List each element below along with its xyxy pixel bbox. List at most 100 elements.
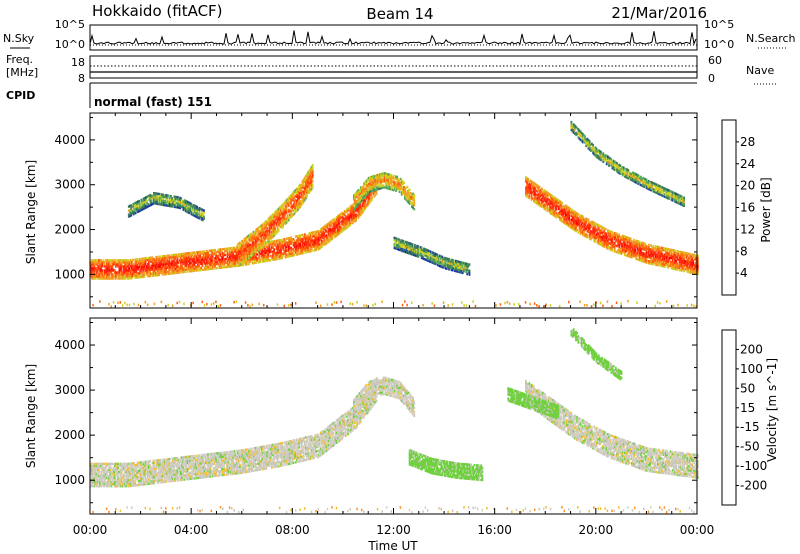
echo-cell bbox=[261, 245, 264, 249]
echo-cell bbox=[572, 222, 575, 225]
echo-cell bbox=[302, 190, 305, 193]
echo-cell bbox=[225, 247, 228, 250]
echo-cell bbox=[600, 237, 602, 240]
echo-cell bbox=[653, 251, 656, 254]
echo-cell bbox=[181, 252, 183, 256]
echo-cell bbox=[363, 200, 365, 204]
echo-cell bbox=[433, 260, 436, 263]
echo-cell bbox=[129, 208, 131, 212]
echo-cell bbox=[182, 268, 184, 272]
echo-cell bbox=[347, 207, 349, 210]
echo-cell bbox=[300, 204, 303, 207]
echo-cell bbox=[228, 263, 231, 266]
echo-cell bbox=[417, 251, 420, 254]
echo-cell bbox=[280, 257, 282, 260]
echo-cell bbox=[137, 272, 140, 275]
echo-cell bbox=[404, 246, 407, 250]
echo-cell bbox=[337, 219, 339, 222]
echo-cell bbox=[351, 211, 354, 215]
echo-cell bbox=[295, 205, 298, 209]
echo-cell bbox=[243, 260, 246, 263]
echo-cell bbox=[367, 198, 370, 202]
echo-cell bbox=[274, 221, 276, 224]
echo-cell bbox=[621, 236, 624, 240]
echo-cell bbox=[265, 220, 267, 223]
echo-cell bbox=[341, 219, 344, 223]
echo-cell bbox=[325, 242, 328, 245]
echo-cell bbox=[248, 242, 250, 245]
echo-cell bbox=[120, 265, 123, 268]
echo-cell bbox=[240, 244, 242, 248]
echo-cell bbox=[412, 251, 415, 255]
echo-cell bbox=[285, 199, 288, 202]
echo-cell bbox=[628, 249, 631, 252]
echo-cell bbox=[535, 193, 538, 196]
echo-cell bbox=[303, 186, 306, 190]
echo-cell bbox=[332, 226, 335, 230]
echo-cell bbox=[358, 197, 361, 201]
echo-cell bbox=[107, 265, 109, 268]
echo-cell bbox=[675, 255, 677, 259]
echo-cell bbox=[358, 201, 361, 205]
echo-cell bbox=[155, 192, 158, 195]
echo-cell bbox=[118, 273, 121, 276]
echo-cell bbox=[621, 246, 624, 250]
echo-cell bbox=[341, 227, 344, 231]
echo-cell bbox=[189, 258, 191, 261]
echo-cell bbox=[637, 240, 640, 243]
echo-cell bbox=[134, 211, 137, 215]
echo-cell bbox=[343, 218, 346, 221]
echo-cell bbox=[158, 271, 161, 275]
echo-cell bbox=[660, 252, 663, 255]
echo-cell bbox=[406, 247, 408, 250]
echo-cell bbox=[382, 186, 385, 189]
echo-cell bbox=[399, 185, 402, 189]
echo-cell bbox=[240, 251, 242, 255]
echo-cell bbox=[577, 223, 580, 226]
echo-cell bbox=[632, 252, 634, 255]
echo-cell bbox=[450, 262, 453, 265]
echo-cell bbox=[652, 246, 655, 250]
echo-cell bbox=[317, 244, 320, 247]
echo-cell bbox=[292, 205, 295, 208]
echo-cell bbox=[135, 270, 138, 273]
echo-cell bbox=[279, 217, 282, 220]
echo-cell bbox=[219, 254, 222, 257]
echo-cell bbox=[363, 190, 365, 194]
echo-cell bbox=[627, 252, 630, 256]
echo-cell bbox=[683, 265, 685, 269]
echo-cell bbox=[693, 264, 696, 267]
echo-cell bbox=[408, 244, 411, 247]
echo-cell bbox=[354, 193, 356, 196]
echo-cell bbox=[186, 210, 188, 213]
echo-cell bbox=[601, 244, 604, 247]
echo-cell bbox=[351, 203, 354, 207]
echo-cell bbox=[317, 240, 320, 243]
echo-cell bbox=[313, 241, 315, 244]
echo-cell bbox=[268, 230, 271, 234]
echo-cell bbox=[538, 185, 541, 189]
echo-cell bbox=[112, 259, 115, 262]
echo-cell bbox=[282, 254, 285, 257]
echo-cell bbox=[111, 267, 114, 270]
echo-cell bbox=[147, 203, 150, 206]
echo-cell bbox=[273, 240, 275, 243]
echo-cell bbox=[101, 275, 104, 278]
echo-cell bbox=[171, 201, 173, 204]
echo-cell bbox=[526, 179, 528, 182]
echo-cell bbox=[176, 265, 179, 268]
echo-cell bbox=[419, 250, 422, 253]
echo-cell bbox=[162, 203, 164, 206]
echo-cell bbox=[182, 266, 184, 270]
echo-cell bbox=[179, 202, 181, 206]
echo-cell bbox=[596, 235, 599, 239]
echo-cell bbox=[275, 211, 278, 215]
echo-cell bbox=[245, 246, 248, 249]
echo-cell bbox=[239, 263, 241, 267]
echo-cell bbox=[272, 227, 274, 230]
echo-cell bbox=[381, 172, 384, 175]
echo-cell bbox=[310, 239, 313, 243]
echo-cell bbox=[302, 178, 305, 181]
echo-cell bbox=[670, 263, 673, 266]
echo-cell bbox=[674, 253, 676, 256]
